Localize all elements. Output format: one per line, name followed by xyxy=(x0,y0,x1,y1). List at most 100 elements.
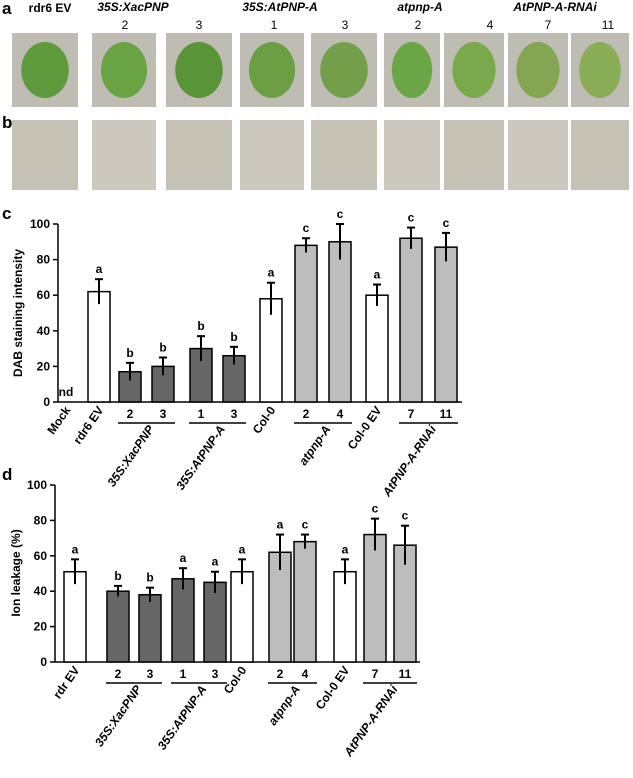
bar xyxy=(294,244,318,403)
y-tick-label: 100 xyxy=(27,478,47,492)
bar xyxy=(434,246,458,403)
rosette xyxy=(21,42,69,98)
rosette xyxy=(579,42,621,98)
leaf-photo xyxy=(571,120,629,190)
significance-letter: b xyxy=(197,319,204,333)
significance-letter: b xyxy=(159,341,166,355)
panel-letter: b xyxy=(2,113,12,132)
y-tick-label: 80 xyxy=(34,513,48,527)
bar xyxy=(106,590,130,663)
significance-letter: a xyxy=(268,266,275,280)
x-tick-label: Col-0 EV xyxy=(313,664,353,712)
genotype-label: rdr6 EV xyxy=(29,1,72,15)
line-label: 7 xyxy=(545,18,552,32)
x-tick-label: 2 xyxy=(115,667,122,681)
rosette xyxy=(452,42,496,98)
group-label: 35S:XacPNP xyxy=(92,682,145,749)
line-label: 1 xyxy=(271,18,278,32)
significance-letter: a xyxy=(180,551,187,565)
significance-letter: c xyxy=(337,207,344,221)
group-label: AtPNP-A-RNAi xyxy=(379,422,439,500)
x-tick-label: 1 xyxy=(180,667,187,681)
significance-letter: a xyxy=(96,262,103,276)
y-tick-label: 20 xyxy=(34,620,48,634)
rosette xyxy=(516,42,560,98)
y-axis-title: DAB staining intensity xyxy=(11,249,25,377)
line-label: 11 xyxy=(602,18,615,32)
group-label: AtPNP-A-RNAi xyxy=(341,682,401,760)
leaf-photo xyxy=(508,120,568,190)
y-tick-label: 100 xyxy=(30,217,50,231)
significance-letter: a xyxy=(212,555,219,569)
rosette xyxy=(248,42,296,98)
leaf-photo xyxy=(444,120,504,190)
significance-letter: b xyxy=(230,330,237,344)
bar xyxy=(399,237,423,403)
significance-letter: a xyxy=(374,268,381,282)
x-tick-label: 3 xyxy=(212,667,219,681)
group-label: 35S:AtPNP-A xyxy=(155,683,210,753)
value-label: nd xyxy=(59,385,74,399)
rosette xyxy=(391,42,433,98)
x-tick-label: 1 xyxy=(198,407,205,421)
significance-letter: a xyxy=(72,542,79,556)
bar xyxy=(63,570,87,663)
leaf-photo xyxy=(166,120,232,190)
y-tick-label: 60 xyxy=(34,549,48,563)
x-tick-label: 7 xyxy=(408,407,415,421)
group-label: atpnp-A xyxy=(265,683,302,728)
significance-letter: a xyxy=(277,518,284,532)
x-tick-label: 4 xyxy=(337,407,344,421)
group-label: 35S:AtPNP-A xyxy=(173,423,228,493)
y-tick-label: 0 xyxy=(43,395,50,409)
line-label: 2 xyxy=(122,18,129,32)
panel-letter: c xyxy=(2,204,11,223)
leaf-photo xyxy=(92,120,156,190)
y-tick-label: 60 xyxy=(37,288,51,302)
y-tick-label: 40 xyxy=(37,324,51,338)
significance-letter: c xyxy=(408,211,415,225)
line-label: 3 xyxy=(342,18,349,32)
bar xyxy=(87,290,111,403)
x-tick-label: 11 xyxy=(399,667,412,681)
x-tick-label: 3 xyxy=(231,407,238,421)
genotype-label: 35S:AtPNP-A xyxy=(242,0,317,14)
significance-letter: a xyxy=(342,542,349,556)
line-label: 2 xyxy=(415,18,422,32)
line-label: 4 xyxy=(487,18,494,32)
leaf-photo xyxy=(12,120,78,190)
x-tick-label: rdr EV xyxy=(50,664,82,702)
significance-letter: c xyxy=(372,502,379,516)
bar xyxy=(333,570,357,663)
bar xyxy=(365,294,389,403)
rosette xyxy=(320,42,368,98)
significance-letter: c xyxy=(302,518,309,532)
x-tick-label: 3 xyxy=(160,407,167,421)
bar xyxy=(203,581,227,663)
x-tick-label: Col-0 xyxy=(221,663,250,696)
bar xyxy=(230,570,254,663)
group-label: atpnp-A xyxy=(296,423,333,468)
genotype-label: 35S:XacPNP xyxy=(97,0,169,14)
significance-letter: c xyxy=(402,509,409,523)
bar xyxy=(363,533,387,663)
bar xyxy=(293,540,317,663)
significance-letter: b xyxy=(126,346,133,360)
genotype-label: atpnp-A xyxy=(397,0,442,14)
significance-letter: b xyxy=(114,569,121,583)
group-label: 35S:XacPNP xyxy=(105,422,158,489)
panel-letter: d xyxy=(2,465,12,484)
significance-letter: b xyxy=(146,571,153,585)
leaf-photo xyxy=(240,120,304,190)
bar xyxy=(171,578,195,663)
x-tick-label: Col-0 xyxy=(250,403,279,436)
y-tick-label: 0 xyxy=(40,655,47,669)
x-tick-label: 4 xyxy=(302,667,309,681)
x-tick-label: 2 xyxy=(303,407,310,421)
x-tick-label: Col-0 EV xyxy=(345,404,385,452)
y-tick-label: 20 xyxy=(37,359,51,373)
x-tick-label: 2 xyxy=(127,407,134,421)
panel-letter: a xyxy=(2,0,12,18)
x-tick-label: 2 xyxy=(277,667,284,681)
